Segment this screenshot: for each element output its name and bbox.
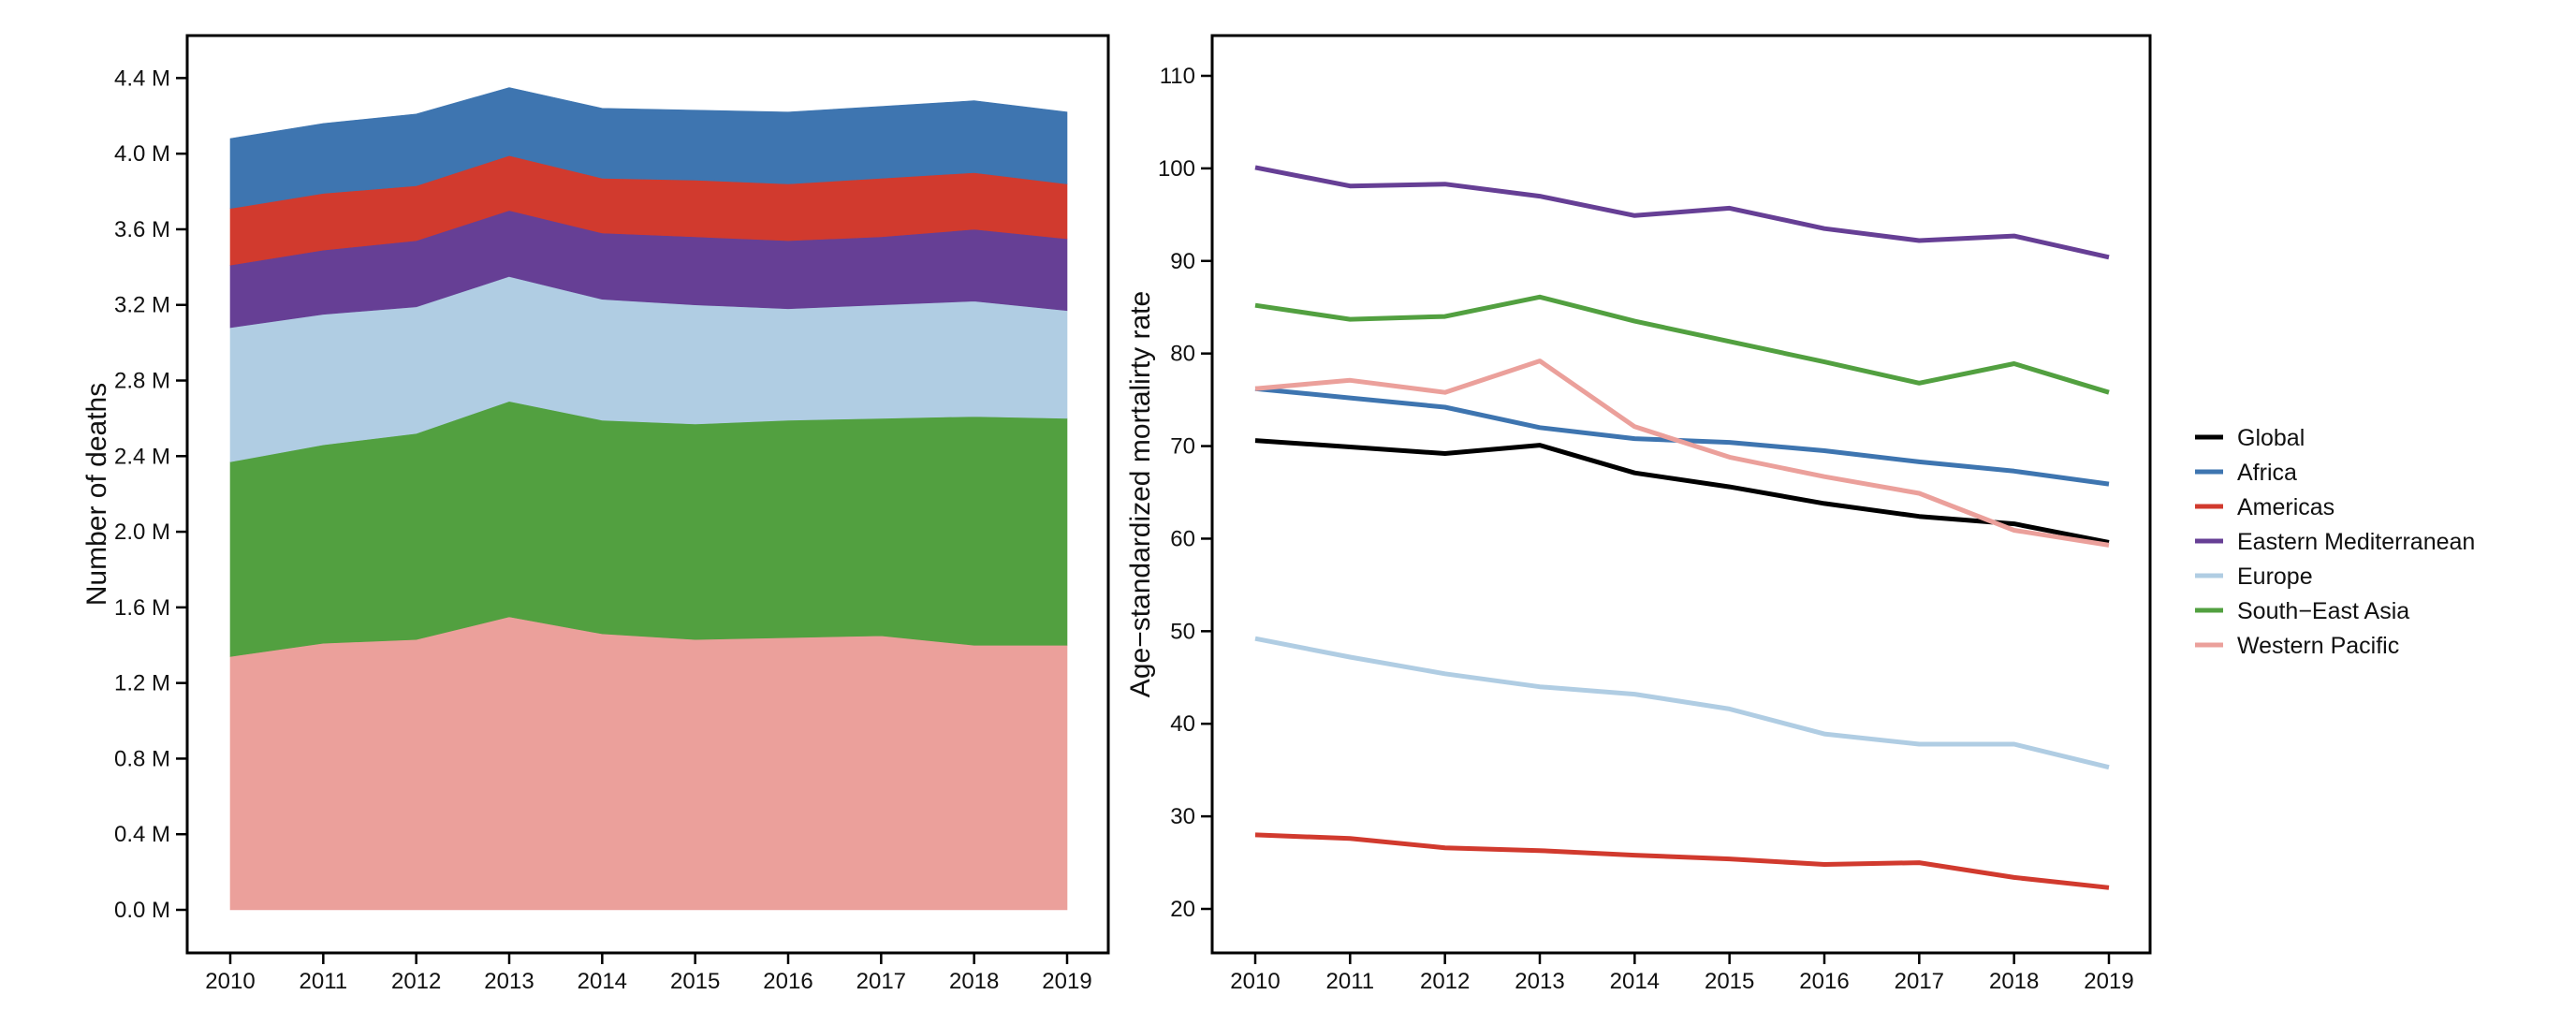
left-y-tick-label: 4.4 M (114, 66, 170, 91)
left-x-tick-label: 2014 (578, 969, 627, 994)
right-y-tick-label: 100 (1158, 156, 1195, 182)
left-y-tick-label: 3.2 M (114, 293, 170, 318)
right-x-tick-label: 2014 (1610, 969, 1660, 994)
left-y-axis-ticks: 0.0 M 0.4 M 0.8 M 1.2 M 1.6 M 2.0 M 2.4 M 2.8 M… (114, 66, 187, 923)
legend-label: Eastern Mediterranean (2237, 529, 2475, 555)
left-y-axis-title: Number of deaths (81, 383, 112, 606)
line-south-east-asia (1254, 294, 2110, 395)
left-y-tick-label: 0.0 M (114, 898, 170, 923)
right-y-tick-label: 110 (1160, 64, 1195, 89)
left-x-tick-label: 2017 (856, 969, 906, 994)
right-x-tick-label: 2019 (2084, 969, 2133, 994)
left-x-tick-label: 2012 (391, 969, 441, 994)
left-y-tick-label: 2.8 M (114, 369, 170, 394)
right-x-tick-label: 2013 (1515, 969, 1564, 994)
area-western-pacific (229, 616, 1068, 911)
right-x-tick-label: 2012 (1420, 969, 1470, 994)
right-x-tick-label: 2017 (1895, 969, 1944, 994)
legend-label: Europe (2237, 564, 2313, 590)
left-x-tick-label: 2011 (300, 969, 348, 994)
left-x-tick-label: 2016 (763, 969, 812, 994)
right-y-tick-label: 30 (1170, 804, 1195, 829)
legend-label: Western Pacific (2237, 633, 2399, 659)
legend-item-americas: Americas (2195, 494, 2334, 520)
left-y-tick-label: 1.2 M (114, 671, 170, 696)
legend-label: Global (2237, 425, 2305, 451)
legend-label: Americas (2237, 494, 2334, 520)
right-y-tick-label: 70 (1170, 434, 1195, 460)
legend-item-africa: Africa (2195, 460, 2297, 486)
right-y-tick-label: 20 (1170, 897, 1195, 922)
line-africa (1254, 386, 2110, 487)
right-panel-frame (1210, 34, 2152, 955)
right-y-axis-title: Age−standardized mortalirty rate (1125, 291, 1156, 697)
right-y-axis-ticks: 20 30 40 50 60 70 80 90 100 110 (1158, 64, 1212, 922)
line-eastern-mediterranean (1254, 165, 2110, 260)
legend-label: Africa (2237, 460, 2297, 486)
right-y-tick-label: 60 (1170, 526, 1195, 551)
legend-label: South−East Asia (2237, 598, 2409, 624)
legend-item-europe: Europe (2195, 564, 2313, 590)
legend-item-western-pacific: Western Pacific (2195, 633, 2399, 659)
right-x-tick-label: 2016 (1799, 969, 1849, 994)
right-y-tick-label: 90 (1170, 249, 1195, 274)
right-x-axis-ticks: 2010 2011 2012 2013 2014 2015 2016 2017 2018 2019 (1230, 953, 2134, 994)
left-panel-stacked-area-chart: 0.0 M 0.4 M 0.8 M 1.2 M 1.6 M 2.0 M 2.4 M 2.8 M… (81, 34, 1110, 994)
right-x-tick-label: 2018 (1989, 969, 2039, 994)
area-africa (229, 87, 1068, 210)
right-x-tick-label: 2015 (1705, 969, 1754, 994)
right-y-tick-label: 80 (1170, 342, 1195, 367)
left-x-tick-label: 2013 (484, 969, 534, 994)
left-y-tick-label: 3.6 M (114, 217, 170, 242)
left-x-tick-label: 2015 (670, 969, 720, 994)
line-global (1254, 438, 2110, 545)
right-x-tick-label: 2011 (1326, 969, 1375, 994)
right-y-tick-label: 50 (1170, 619, 1195, 644)
left-y-tick-label: 0.8 M (114, 746, 170, 771)
left-y-tick-label: 4.0 M (114, 141, 170, 167)
legend: Global Africa Americas Eastern Mediterranea… (2195, 425, 2475, 659)
left-x-tick-label: 2010 (205, 969, 255, 994)
legend-item-global: Global (2195, 425, 2305, 451)
left-x-tick-label: 2018 (949, 969, 999, 994)
right-y-tick-label: 40 (1170, 711, 1195, 737)
left-area-layers (229, 87, 1068, 911)
left-panel-frame (185, 34, 1110, 955)
legend-item-eastern-mediterranean: Eastern Mediterranean (2195, 529, 2475, 555)
left-y-tick-label: 0.4 M (114, 822, 170, 847)
right-x-tick-label: 2010 (1230, 969, 1280, 994)
line-americas (1254, 832, 2110, 890)
right-series-lines (1254, 165, 2110, 890)
left-y-tick-label: 1.6 M (114, 595, 170, 621)
line-western-pacific (1254, 359, 2110, 548)
left-x-axis-ticks: 2010 2011 2012 2013 2014 2015 2016 2017 2018 2019 (205, 953, 1092, 994)
left-x-tick-label: 2019 (1042, 969, 1091, 994)
line-europe (1254, 636, 2110, 770)
left-y-tick-label: 2.0 M (114, 520, 170, 545)
legend-item-south-east-asia: South−East Asia (2195, 598, 2409, 624)
left-y-tick-label: 2.4 M (114, 444, 170, 469)
